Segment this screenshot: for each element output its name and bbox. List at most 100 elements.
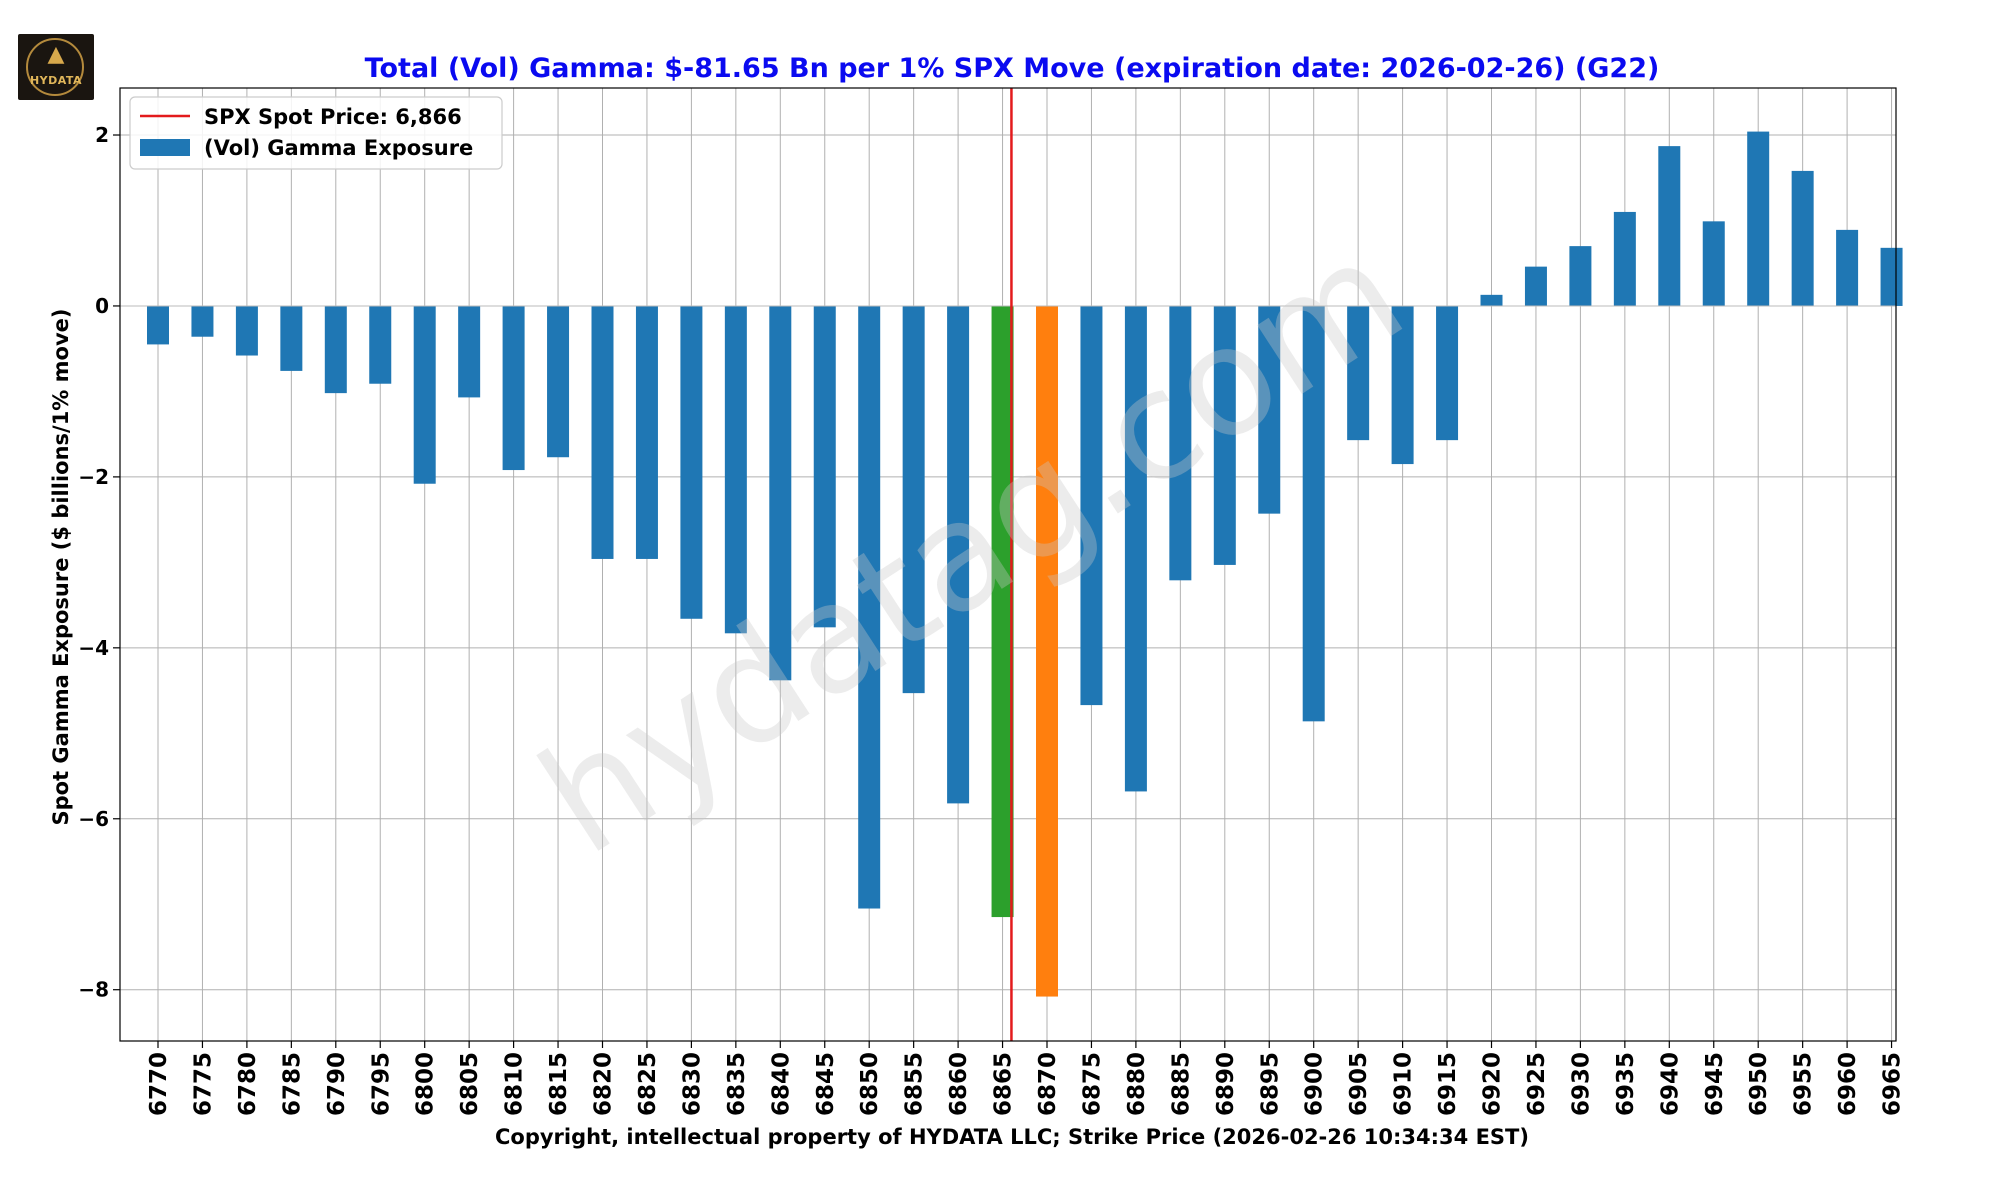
x-tick-label: 6790 <box>324 1052 350 1116</box>
bar-6915 <box>1436 305 1459 441</box>
bar-6800 <box>413 305 436 484</box>
bar-6880 <box>1124 305 1147 792</box>
bar-6955 <box>1791 170 1814 306</box>
x-tick-label: 6845 <box>813 1052 839 1116</box>
bar-6830 <box>680 305 703 619</box>
x-tick-label: 6870 <box>1035 1052 1061 1116</box>
bar-6945 <box>1702 221 1725 306</box>
legend-gamma-swatch <box>140 139 190 156</box>
bar-6835 <box>724 305 747 634</box>
bar-6770 <box>147 305 169 345</box>
bar-6805 <box>458 305 481 398</box>
bar-6875 <box>1080 305 1103 706</box>
x-tick-label: 6810 <box>502 1052 528 1116</box>
x-tick-label: 6855 <box>902 1052 928 1116</box>
plot-area-frame <box>119 87 1897 1042</box>
legend-box <box>129 96 503 170</box>
bar-6860 <box>947 305 970 804</box>
legend: SPX Spot Price: 6,866 (Vol) Gamma Exposu… <box>129 96 503 170</box>
bar-6925 <box>1524 266 1547 306</box>
bar-6870 <box>1036 305 1058 997</box>
x-tick-label: 6910 <box>1391 1052 1417 1116</box>
x-tick-label: 6905 <box>1346 1052 1372 1116</box>
bar-6790 <box>324 305 347 394</box>
x-tick-label: 6795 <box>368 1052 394 1116</box>
y-tick-label: −4 <box>78 636 109 660</box>
bar-6965 <box>1880 247 1903 306</box>
bar-6855 <box>902 305 925 694</box>
bar-6905 <box>1347 305 1370 441</box>
x-tick-label: 6775 <box>190 1052 216 1116</box>
legend-gamma-label: (Vol) Gamma Exposure <box>204 136 473 160</box>
bar-6810 <box>502 305 525 471</box>
bar-6930 <box>1569 246 1592 306</box>
y-tick-label: −6 <box>78 807 109 831</box>
x-tick-label: 6915 <box>1435 1052 1461 1116</box>
bar-6940 <box>1658 146 1681 306</box>
bar-6935 <box>1613 211 1636 306</box>
x-tick-label: 6885 <box>1168 1052 1194 1116</box>
x-tick-label: 6960 <box>1835 1052 1861 1116</box>
x-tick-label: 6830 <box>679 1052 705 1116</box>
x-tick-label: 6900 <box>1302 1052 1328 1116</box>
bar-6910 <box>1391 305 1414 465</box>
bar-6785 <box>280 305 303 371</box>
hydata-logo: ▲ HYDATA <box>18 34 94 100</box>
bar-6865 <box>991 305 1014 918</box>
logo-text: HYDATA <box>29 74 83 87</box>
bar-6775 <box>191 305 214 337</box>
bar-6960 <box>1836 229 1859 306</box>
x-tick-label: 6860 <box>946 1052 972 1116</box>
chart-title: Total (Vol) Gamma: $-81.65 Bn per 1% SPX… <box>365 53 1660 84</box>
x-tick-label: 6805 <box>457 1052 483 1116</box>
bar-6900 <box>1302 305 1325 722</box>
y-tick-label: −2 <box>78 465 109 489</box>
bar-6780 <box>235 305 258 356</box>
bar-6820 <box>591 305 614 559</box>
x-tick-label: 6835 <box>724 1052 750 1116</box>
x-tick-label: 6850 <box>857 1052 883 1116</box>
y-tick-label: 2 <box>95 123 109 147</box>
x-tick-label: 6920 <box>1480 1052 1506 1116</box>
x-tick-label: 6930 <box>1568 1052 1594 1116</box>
bar-6895 <box>1258 305 1281 514</box>
x-tick-label: 6785 <box>279 1052 305 1116</box>
y-tick-label: −8 <box>78 978 109 1002</box>
x-tick-label: 6815 <box>546 1052 572 1116</box>
x-tick-label: 6800 <box>413 1052 439 1116</box>
x-tick-label: 6865 <box>991 1052 1017 1116</box>
wolf-icon: ▲ <box>47 42 65 67</box>
bar-6885 <box>1169 305 1192 581</box>
bar-6920 <box>1480 294 1503 306</box>
x-tick-label: 6880 <box>1124 1052 1150 1116</box>
bar-6845 <box>813 305 836 628</box>
x-tick-label: 6940 <box>1657 1052 1683 1116</box>
x-tick-label: 6945 <box>1702 1052 1728 1116</box>
logo-ring <box>26 38 84 96</box>
x-axis-label: Copyright, intellectual property of HYDA… <box>495 1125 1529 1149</box>
x-tick-label: 6925 <box>1524 1052 1550 1116</box>
x-tick-label: 6780 <box>235 1052 261 1116</box>
bars-layer <box>147 131 1903 997</box>
y-axis-label: Spot Gamma Exposure ($ billions/1% move) <box>49 309 73 826</box>
x-tick-label: 6875 <box>1079 1052 1105 1116</box>
bar-6825 <box>635 305 658 559</box>
legend-spot-label: SPX Spot Price: 6,866 <box>204 105 462 129</box>
x-tick-label: 6825 <box>635 1052 661 1116</box>
bar-6840 <box>769 305 792 681</box>
x-tick-label: 6955 <box>1791 1052 1817 1116</box>
bar-6950 <box>1747 131 1770 306</box>
x-tick-label: 6950 <box>1746 1052 1772 1116</box>
y-tick-label: 0 <box>95 294 109 318</box>
x-tick-label: 6895 <box>1257 1052 1283 1116</box>
x-axis-ticks: 6770 6775 6780 6785 6790 6795 6800 6805 6810 6815… <box>146 1041 1906 1116</box>
x-tick-label: 6770 <box>146 1052 172 1116</box>
x-tick-label: 6965 <box>1880 1052 1906 1116</box>
bar-6890 <box>1213 305 1236 565</box>
x-tick-label: 6890 <box>1213 1052 1239 1116</box>
x-tick-label: 6820 <box>591 1052 617 1116</box>
bar-6795 <box>369 305 392 384</box>
x-tick-label: 6935 <box>1613 1052 1639 1116</box>
y-axis-ticks: 2 0 −2 −4 −6 −8 <box>78 123 120 1002</box>
